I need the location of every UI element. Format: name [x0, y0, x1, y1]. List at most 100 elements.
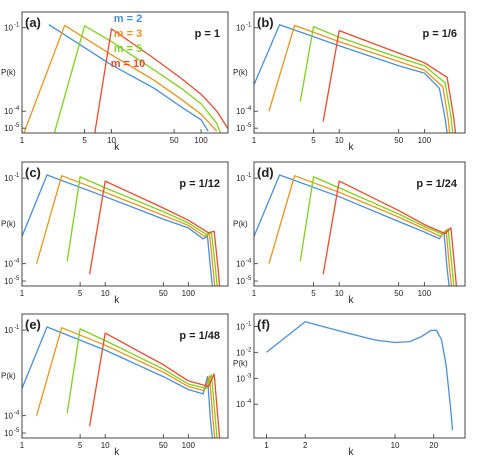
x-tick-label: 5	[311, 136, 316, 145]
series-line-m3	[35, 175, 216, 286]
series-line-m5	[66, 176, 218, 286]
x-tick-label: 50	[394, 136, 403, 145]
panel-d: 1 5 10 50 100 10-1 10-4 10-5 k P(k) (d) p = 1/24	[233, 161, 466, 306]
series-line-m3	[268, 24, 451, 133]
y-axis-label: P(k)	[1, 371, 16, 380]
x-tick-label: 1	[252, 136, 257, 145]
x-tick-label: 50	[394, 289, 403, 298]
y-tick-label: 10-1	[4, 173, 20, 183]
panel-label: (a)	[25, 15, 41, 30]
panel-annotation: p = 1/12	[179, 178, 220, 190]
y-tick-label: 10-1	[4, 23, 20, 33]
series-line-m10	[88, 332, 221, 438]
y-tick-label: 10-5	[236, 123, 252, 133]
panel-annotation: p = 1	[195, 28, 220, 40]
x-tick-label: 5	[311, 289, 316, 298]
x-axis-label: k	[349, 142, 355, 153]
series-line-m2	[266, 321, 454, 431]
series-line-m5	[299, 176, 455, 286]
x-tick-label: 10	[101, 441, 110, 450]
x-tick-label: 1	[20, 289, 25, 298]
y-tick-label: 10-3	[236, 373, 252, 383]
series-line-m5	[53, 25, 222, 133]
plot-frame	[253, 161, 466, 287]
x-tick-label: 20	[429, 441, 438, 450]
series-line-m3	[268, 175, 453, 286]
plot-frame	[21, 313, 229, 439]
x-tick-label: 1	[252, 289, 257, 298]
panel-label: (e)	[25, 317, 41, 332]
x-tick-label: 50	[159, 289, 168, 298]
legend-entry-m2: m = 2	[114, 13, 142, 25]
x-axis-label: k	[349, 295, 355, 306]
series-line-m5	[66, 328, 218, 438]
y-tick-label: 10-5	[4, 123, 20, 133]
series-line-m2	[22, 326, 214, 438]
x-tick-label: 5	[82, 136, 87, 145]
legend-entry-m5: m = 5	[114, 43, 142, 55]
x-tick-label: 10	[391, 441, 400, 450]
panel-a: 1 5 10 50 100 10-1 10-4 10-5 k P(k) (a) p = 1	[1, 11, 229, 153]
x-axis-label: k	[114, 142, 120, 153]
series-line-m10	[88, 180, 221, 286]
panel-annotation: p = 1/24	[416, 178, 458, 190]
panel-label: (c)	[25, 165, 41, 180]
y-tick-label: 10-1	[4, 325, 20, 335]
y-axis-label: P(k)	[1, 219, 16, 228]
x-tick-label: 2	[303, 441, 308, 450]
x-axis-label: k	[114, 295, 120, 306]
series-line-m2	[254, 174, 450, 286]
y-tick-label: 10-4	[4, 259, 20, 269]
plot-frame	[21, 161, 229, 287]
panel-annotation: p = 1/48	[179, 330, 220, 342]
series-line-m5	[299, 25, 454, 133]
panel-label: (d)	[257, 165, 274, 180]
panel-c: 1 5 10 50 100 10-1 10-4 10-5 k P(k) (c) p = 1/12	[1, 161, 229, 306]
y-tick-label: 10-1	[236, 23, 252, 33]
x-axis-label: k	[114, 447, 120, 458]
y-tick-label: 10-4	[4, 411, 20, 421]
panel-label: (f)	[257, 317, 270, 332]
y-tick-label: 10-4	[4, 106, 20, 116]
y-tick-label: 10-5	[4, 428, 20, 438]
x-tick-label: 50	[159, 441, 168, 450]
series-line-m10	[94, 28, 228, 133]
series-line-m10	[322, 180, 458, 286]
plot-frame	[253, 313, 466, 439]
panel-e: 1 5 10 50 100 10-1 10-4 10-5 k P(k) (e) p = 1/48	[1, 313, 229, 458]
panel-f: 1 2 10 20 10-1 10-2 10-3 10-4 k P(k) (f)	[233, 313, 466, 458]
y-axis-label: P(k)	[1, 68, 16, 77]
y-tick-label: 10-4	[236, 399, 252, 409]
y-tick-label: 10-1	[236, 173, 252, 183]
y-axis-label: P(k)	[233, 359, 248, 368]
x-tick-label: 1	[20, 136, 25, 145]
panel-label: (b)	[257, 15, 274, 30]
x-tick-label: 100	[418, 289, 432, 298]
y-tick-label: 10-2	[236, 347, 252, 357]
x-tick-label: 10	[335, 289, 344, 298]
x-tick-label: 100	[418, 136, 432, 145]
series-line-m2	[48, 24, 209, 132]
x-tick-label: 5	[78, 441, 83, 450]
series-line-m2	[22, 174, 214, 286]
legend-entry-m3: m = 3	[114, 28, 142, 40]
series-line-m10	[322, 29, 457, 133]
x-tick-label: 5	[78, 289, 83, 298]
y-tick-label: 10-5	[236, 276, 252, 286]
x-tick-label: 100	[182, 289, 196, 298]
y-axis-label: P(k)	[233, 68, 248, 77]
plot-frame	[253, 11, 466, 134]
x-tick-label: 10	[107, 136, 116, 145]
legend: m = 2 m = 3 m = 5 m = 10	[111, 13, 146, 70]
panel-b: 1 5 10 50 100 10-1 10-4 10-5 k P(k) (b) p = 1/6	[233, 11, 466, 153]
x-tick-label: 10	[101, 289, 110, 298]
series-line-m3	[35, 327, 216, 438]
y-tick-label: 10-5	[4, 276, 20, 286]
x-tick-label: 100	[182, 441, 196, 450]
x-tick-label: 10	[335, 136, 344, 145]
x-tick-label: 1	[20, 441, 25, 450]
series-line-m3	[23, 24, 218, 133]
legend-entry-m10: m = 10	[111, 58, 146, 70]
